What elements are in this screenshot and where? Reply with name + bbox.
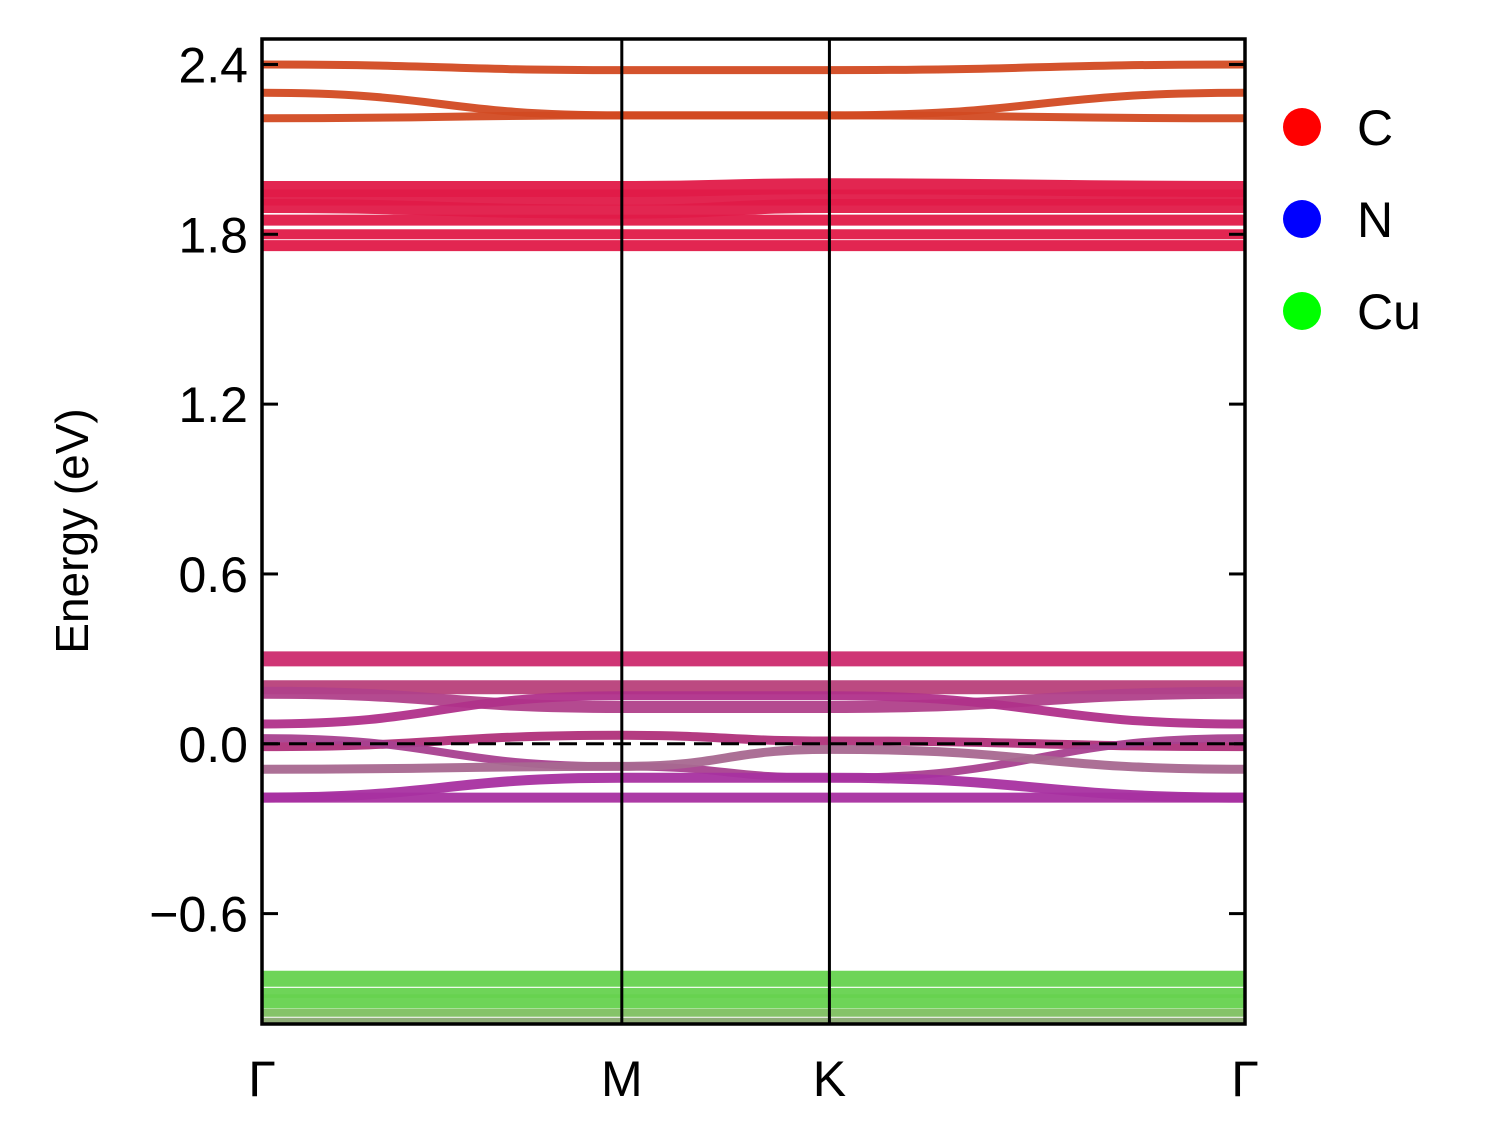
plot-frame bbox=[260, 37, 1247, 1026]
legend-label-c: C bbox=[1357, 100, 1393, 156]
xtick-label-0: Γ bbox=[248, 1051, 276, 1107]
kpoint-lines bbox=[620, 39, 831, 1024]
band-3 bbox=[262, 178, 1245, 198]
band-2 bbox=[262, 111, 1245, 123]
legend-label-n: N bbox=[1357, 192, 1393, 248]
legend-marker-cu bbox=[1283, 292, 1321, 330]
legend: CN Cu bbox=[1283, 100, 1421, 340]
ytick-label-2: 0.6 bbox=[178, 547, 248, 603]
legend-marker-c bbox=[1283, 108, 1321, 146]
legend-label-cu: Cu bbox=[1357, 284, 1421, 340]
xtick-label-1: M bbox=[601, 1051, 643, 1107]
band-12 bbox=[262, 691, 1245, 729]
ytick-label-0: −0.6 bbox=[149, 887, 248, 943]
bands-layer bbox=[262, 60, 1245, 1024]
ytick-label-5: 2.4 bbox=[178, 37, 248, 93]
band-0 bbox=[262, 60, 1245, 75]
y-axis-ticks: −0.6 0.0 0.6 1.2 1.8 2.4 bbox=[149, 37, 1245, 943]
band-11 bbox=[262, 686, 1245, 714]
xtick-label-3: Γ bbox=[1231, 1051, 1259, 1107]
ytick-label-3: 1.2 bbox=[178, 377, 248, 433]
band-15 bbox=[262, 744, 1245, 774]
legend-marker-n bbox=[1283, 200, 1321, 238]
ytick-label-1: 0.0 bbox=[178, 717, 248, 773]
ytick-label-4: 1.8 bbox=[178, 207, 248, 263]
y-axis-label: Energy (eV) bbox=[46, 408, 98, 653]
band-5 bbox=[262, 198, 1245, 219]
xtick-label-2: K bbox=[813, 1051, 846, 1107]
band-16 bbox=[262, 772, 1245, 803]
